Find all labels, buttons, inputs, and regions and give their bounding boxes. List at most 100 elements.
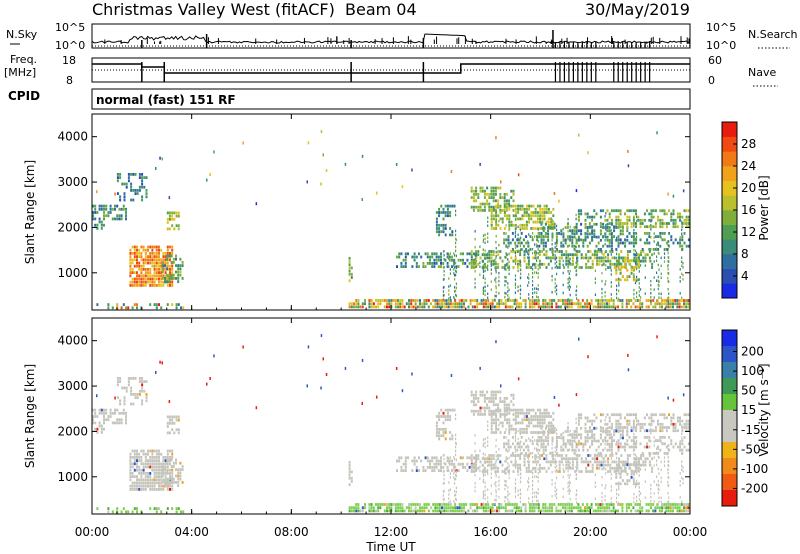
power-cell	[613, 209, 616, 213]
power-cell	[621, 305, 624, 309]
velocity-cell	[394, 509, 397, 513]
velocity-streak	[551, 479, 553, 482]
velocity-cell	[449, 509, 452, 513]
power-cell	[149, 274, 152, 278]
velocity-cell	[577, 416, 580, 420]
velocity-cell	[145, 399, 148, 403]
power-streak	[667, 264, 669, 268]
power-cell	[597, 302, 600, 306]
power-streak	[517, 241, 519, 245]
velocity-streak	[633, 476, 635, 480]
velocity-cell	[547, 466, 550, 470]
velocity-cell	[486, 397, 489, 400]
power-cell	[620, 266, 623, 269]
power-streak	[443, 249, 445, 253]
velocity-cell	[606, 448, 609, 452]
velocity-cell	[575, 426, 578, 430]
power-cell	[512, 189, 515, 193]
power-cell	[542, 305, 545, 309]
velocity-streak	[479, 469, 481, 472]
velocity-cell	[612, 509, 615, 513]
velocity-cell	[591, 422, 594, 426]
velocity-cell	[598, 463, 601, 467]
power-streak	[551, 267, 553, 270]
power-cell	[667, 302, 670, 306]
velocity-cell	[525, 466, 528, 470]
velocity-cell	[530, 421, 533, 425]
velocity-cell	[426, 466, 429, 469]
power-cell	[613, 229, 616, 233]
velocity-cell	[494, 470, 497, 473]
velocity-cell	[621, 445, 624, 449]
power-cell	[505, 262, 508, 266]
velocity-cell	[348, 464, 351, 467]
velocity-cell	[652, 429, 655, 433]
velocity-cell	[523, 427, 526, 431]
power-cell	[480, 302, 483, 306]
velocity-streak	[569, 461, 571, 465]
velocity-streak	[449, 472, 451, 475]
power-cell	[370, 305, 373, 309]
velocity-cell	[538, 439, 541, 442]
power-cell	[652, 299, 655, 302]
velocity-streak	[514, 462, 517, 465]
colorbar-tick-label: 20	[741, 181, 756, 195]
velocity-cell	[370, 506, 373, 510]
power-cell	[547, 229, 550, 233]
power-cell	[538, 262, 541, 266]
power-cell	[348, 279, 351, 283]
velocity-cell	[608, 416, 611, 420]
power-cell	[166, 261, 169, 265]
velocity-streak	[551, 431, 553, 434]
velocity-cell	[111, 421, 114, 425]
power-cell	[573, 235, 576, 239]
velocity-cell	[431, 469, 434, 472]
velocity-cell	[536, 408, 539, 412]
velocity-cell	[166, 452, 169, 456]
power-cell	[490, 211, 493, 214]
velocity-cell	[672, 445, 675, 449]
power-cell	[569, 253, 572, 257]
power-cell	[116, 173, 119, 176]
velocity-cell	[169, 472, 171, 475]
velocity-cell	[153, 449, 156, 453]
power-cell	[621, 275, 624, 278]
power-cell	[560, 232, 563, 236]
velocity-streak	[443, 461, 445, 465]
velocity-cell	[610, 426, 613, 429]
power-cell	[591, 232, 594, 235]
power-cell	[672, 302, 674, 306]
velocity-cell	[604, 454, 607, 457]
power-cell	[617, 218, 620, 222]
velocity-cell	[632, 506, 635, 510]
power-cell	[475, 186, 478, 190]
power-streak	[482, 238, 485, 241]
power-cell	[588, 305, 591, 309]
power-cell	[575, 302, 578, 306]
velocity-streak	[534, 455, 536, 458]
power-cell	[663, 212, 666, 216]
power-streak	[442, 278, 444, 281]
power-cell	[679, 215, 681, 219]
velocity-streak	[495, 450, 497, 454]
power-cell	[166, 221, 169, 224]
power-cell	[464, 262, 467, 265]
power-cell	[470, 205, 473, 209]
power-streak	[575, 217, 577, 221]
velocity-cell	[626, 433, 629, 437]
velocity-cell	[446, 469, 449, 472]
velocity-cell	[506, 421, 509, 425]
velocity-cell	[582, 442, 585, 446]
velocity-streak	[528, 477, 530, 480]
power-cell	[537, 302, 540, 306]
velocity-cell	[670, 419, 673, 423]
velocity-cell	[168, 458, 171, 462]
velocity-streak	[554, 466, 556, 469]
velocity-cell	[348, 470, 351, 474]
velocity-cell	[548, 509, 551, 513]
velocity-cell	[141, 399, 144, 403]
power-cell	[130, 198, 133, 202]
power-cell	[525, 235, 528, 238]
power-streak	[667, 272, 669, 275]
velocity-cell	[419, 506, 421, 510]
